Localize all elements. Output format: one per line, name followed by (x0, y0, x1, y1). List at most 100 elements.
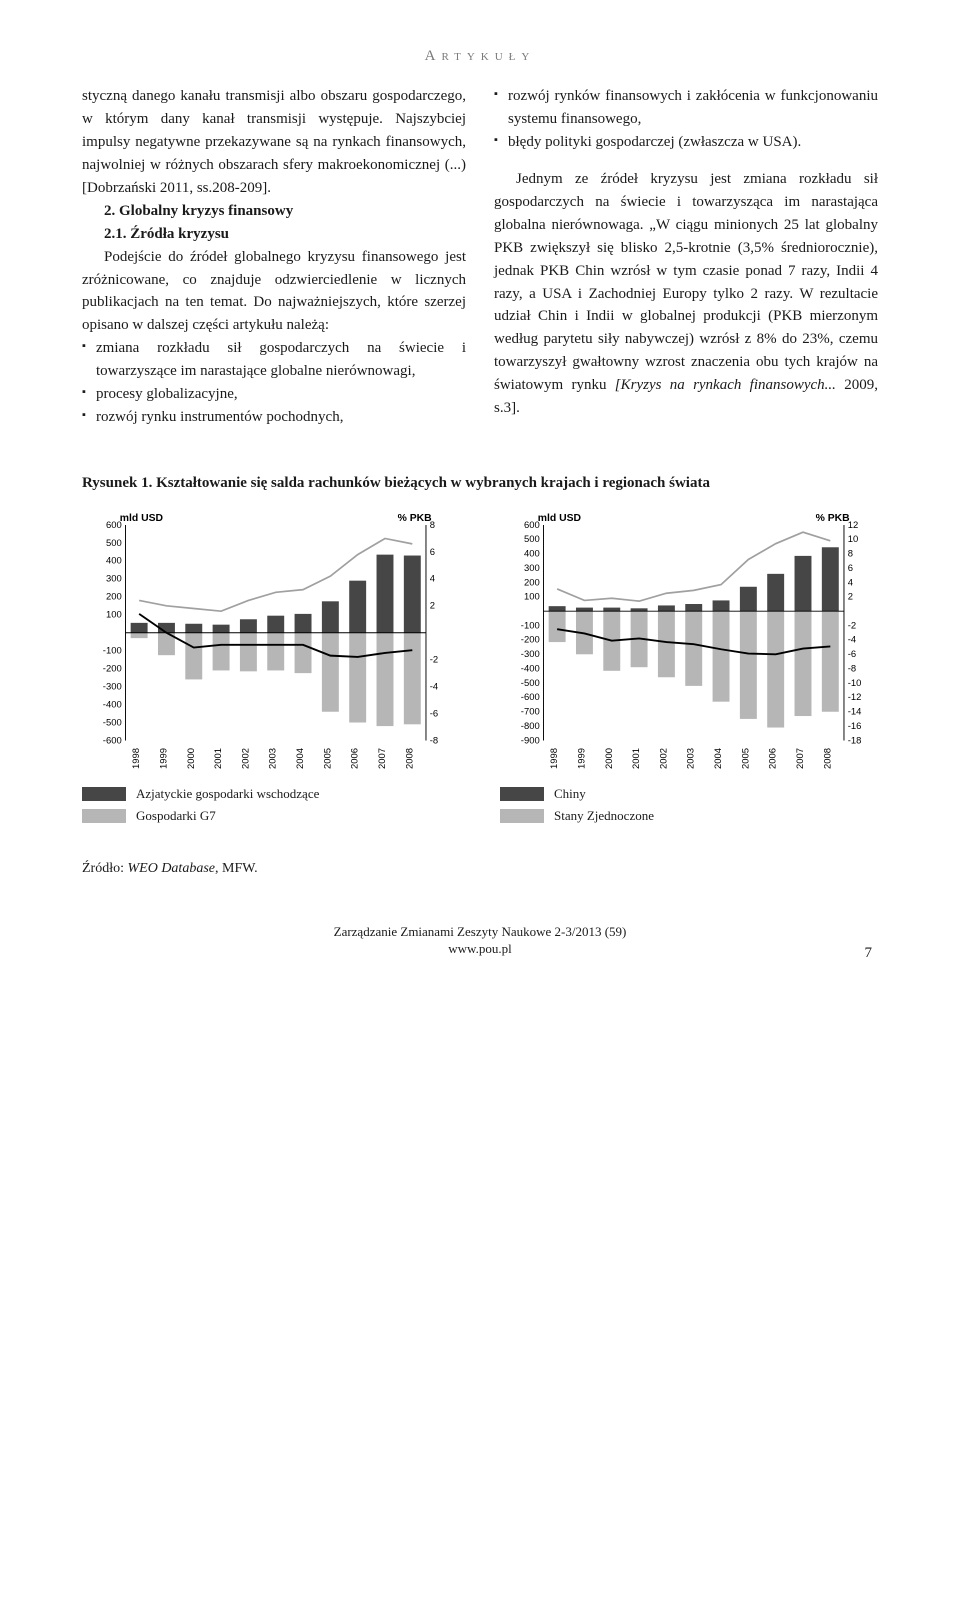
svg-text:2: 2 (848, 592, 853, 603)
svg-text:-6: -6 (848, 649, 856, 660)
svg-text:200: 200 (106, 592, 122, 603)
legend-label: Chiny (554, 783, 586, 805)
svg-text:2004: 2004 (295, 748, 306, 769)
text: Jednym ze źródeł kryzysu jest zmiana roz… (494, 171, 878, 393)
svg-text:-200: -200 (521, 635, 540, 646)
legend-item: Stany Zjednoczone (500, 805, 878, 827)
svg-text:600: 600 (524, 520, 540, 531)
svg-text:500: 500 (524, 534, 540, 545)
list-item: zmiana rozkładu sił gospodarczych na świ… (82, 337, 466, 383)
chart-left: mld USD % PKB -600 -500 -400 -300 -200 -100 100 2… (82, 508, 460, 827)
svg-text:500: 500 (106, 538, 122, 549)
bullet-list: zmiana rozkładu sił gospodarczych na świ… (82, 337, 466, 429)
svg-text:2006: 2006 (768, 748, 779, 769)
svg-text:400: 400 (524, 549, 540, 560)
legend-label: Stany Zjednoczone (554, 805, 654, 827)
svg-text:% PKB: % PKB (816, 513, 851, 524)
svg-text:-10: -10 (848, 678, 862, 689)
bullet-list: rozwój rynków finansowych i zakłócenia w… (494, 85, 878, 154)
text: , MFW. (215, 861, 258, 876)
list-item: procesy globalizacyjne, (82, 383, 466, 406)
legend-item: Chiny (500, 783, 878, 805)
para: Jednym ze źródeł kryzysu jest zmiana roz… (494, 168, 878, 420)
svg-text:600: 600 (106, 520, 122, 531)
section-header: Artykuły (82, 48, 878, 65)
svg-text:1998: 1998 (549, 748, 560, 769)
svg-text:-12: -12 (848, 692, 862, 703)
swatch-dark (500, 787, 544, 801)
svg-text:2003: 2003 (686, 748, 697, 769)
svg-text:2001: 2001 (631, 748, 642, 769)
chart-right: mld USD% PKB-900-800-700-600-500-400-300… (500, 508, 878, 827)
swatch-light (82, 809, 126, 823)
svg-text:1999: 1999 (158, 748, 169, 769)
svg-text:-700: -700 (521, 707, 540, 718)
svg-text:-600: -600 (103, 735, 122, 746)
svg-text:-500: -500 (103, 717, 122, 728)
charts: mld USD % PKB -600 -500 -400 -300 -200 -100 100 2… (82, 508, 878, 827)
svg-text:100: 100 (106, 610, 122, 621)
svg-text:10: 10 (848, 534, 859, 545)
para: 2. Globalny kryzys finansowy (82, 200, 466, 223)
svg-text:2004: 2004 (713, 748, 724, 769)
chart-right-legend: Chiny Stany Zjednoczone (500, 783, 878, 827)
svg-text:-300: -300 (103, 681, 122, 692)
svg-text:2002: 2002 (658, 748, 669, 769)
svg-text:-6: -6 (430, 708, 438, 719)
svg-text:4: 4 (430, 574, 435, 585)
body-columns: styczną danego kanału transmisji albo ob… (82, 85, 878, 429)
para: styczną danego kanału transmisji albo ob… (82, 85, 466, 200)
footer-line: Zarządzanie Zmianami Zeszyty Naukowe 2-3… (82, 923, 878, 941)
svg-text:4: 4 (848, 577, 853, 588)
svg-text:-200: -200 (103, 664, 122, 675)
chart-right-svg: mld USD% PKB-900-800-700-600-500-400-300… (500, 508, 878, 773)
svg-text:-2: -2 (430, 655, 438, 666)
svg-text:-300: -300 (521, 649, 540, 660)
legend-label: Azjatyckie gospodarki wschodzące (136, 783, 319, 805)
svg-text:2007: 2007 (377, 748, 388, 769)
svg-text:-18: -18 (848, 735, 862, 746)
text-italic: [Kryzys na rynkach finansowych... (615, 377, 836, 393)
swatch-light (500, 809, 544, 823)
svg-text:-500: -500 (521, 678, 540, 689)
svg-text:mld USD: mld USD (538, 513, 582, 524)
svg-text:-8: -8 (430, 735, 438, 746)
svg-text:200: 200 (524, 577, 540, 588)
svg-text:% PKB: % PKB (398, 513, 433, 524)
svg-text:300: 300 (524, 563, 540, 574)
chart-left-svg: mld USD % PKB -600 -500 -400 -300 -200 -100 100 2… (82, 508, 460, 773)
legend-item: Azjatyckie gospodarki wschodzące (82, 783, 460, 805)
svg-text:-100: -100 (103, 646, 122, 657)
svg-text:8: 8 (430, 520, 435, 531)
page-number: 7 (865, 945, 873, 962)
list-item: błędy polityki gospodarczej (zwłaszcza w… (494, 131, 878, 154)
legend-item: Gospodarki G7 (82, 805, 460, 827)
svg-text:8: 8 (848, 549, 853, 560)
heading: 2. Globalny kryzys finansowy (104, 203, 293, 219)
swatch-dark (82, 787, 126, 801)
figure-source: Źródło: WEO Database, MFW. (82, 861, 878, 877)
svg-text:-400: -400 (103, 699, 122, 710)
svg-text:2003: 2003 (268, 748, 279, 769)
svg-text:-4: -4 (430, 681, 438, 692)
svg-text:6: 6 (430, 547, 435, 558)
footer: Zarządzanie Zmianami Zeszyty Naukowe 2-3… (82, 923, 878, 958)
text: Źródło: (82, 861, 128, 876)
para: 2.1. Źródła kryzysu (82, 223, 466, 246)
column-left: styczną danego kanału transmisji albo ob… (82, 85, 466, 429)
svg-text:-600: -600 (521, 692, 540, 703)
svg-text:-900: -900 (521, 735, 540, 746)
svg-text:2008: 2008 (404, 748, 415, 769)
svg-text:2000: 2000 (604, 748, 615, 769)
footer-line: www.pou.pl (82, 940, 878, 958)
legend-label: Gospodarki G7 (136, 805, 216, 827)
svg-text:2008: 2008 (822, 748, 833, 769)
svg-text:-4: -4 (848, 635, 856, 646)
svg-text:mld USD: mld USD (120, 513, 164, 524)
figure-caption: Rysunek 1. Kształtowanie się salda rachu… (82, 475, 878, 492)
svg-text:12: 12 (848, 520, 859, 531)
svg-text:1999: 1999 (576, 748, 587, 769)
svg-text:2000: 2000 (186, 748, 197, 769)
svg-text:-800: -800 (521, 721, 540, 732)
svg-text:2: 2 (430, 601, 435, 612)
